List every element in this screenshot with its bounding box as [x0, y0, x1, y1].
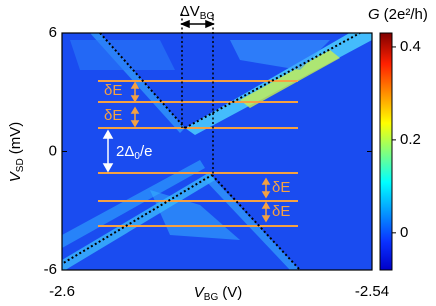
vertical-guides [181, 14, 214, 175]
level-label: δE [104, 107, 122, 124]
delta-vbg-label: ΔVBG [180, 3, 215, 22]
level-label: δE [104, 82, 122, 99]
level-label: δE [272, 179, 290, 196]
x-tick-label: -2.54 [355, 283, 389, 300]
y-tick-label: 0 [49, 142, 57, 159]
x-axis-label: VBG (V) [194, 284, 242, 303]
colorbar-tick-label: 0 [400, 224, 408, 241]
level-arrows [130, 81, 271, 223]
colorbar-tick-label: 0.2 [400, 131, 421, 148]
energy-levels [98, 80, 298, 227]
guide-lines [62, 33, 361, 270]
delta-arrow [180, 19, 215, 29]
x-tick-label: -2.6 [49, 283, 75, 300]
y-axis-label: VSD(mV) [7, 122, 26, 182]
gap-arrow [102, 129, 114, 173]
colorbar-tick-label: 0.4 [400, 38, 421, 55]
colorbar-label: G (2e²/h) [368, 6, 428, 23]
y-tick-label: -6 [44, 261, 57, 278]
gap-label: 2Δ0/e [116, 143, 152, 162]
colorbar [379, 32, 393, 271]
level-label: δE [272, 203, 290, 220]
y-tick-label: 6 [49, 24, 57, 41]
